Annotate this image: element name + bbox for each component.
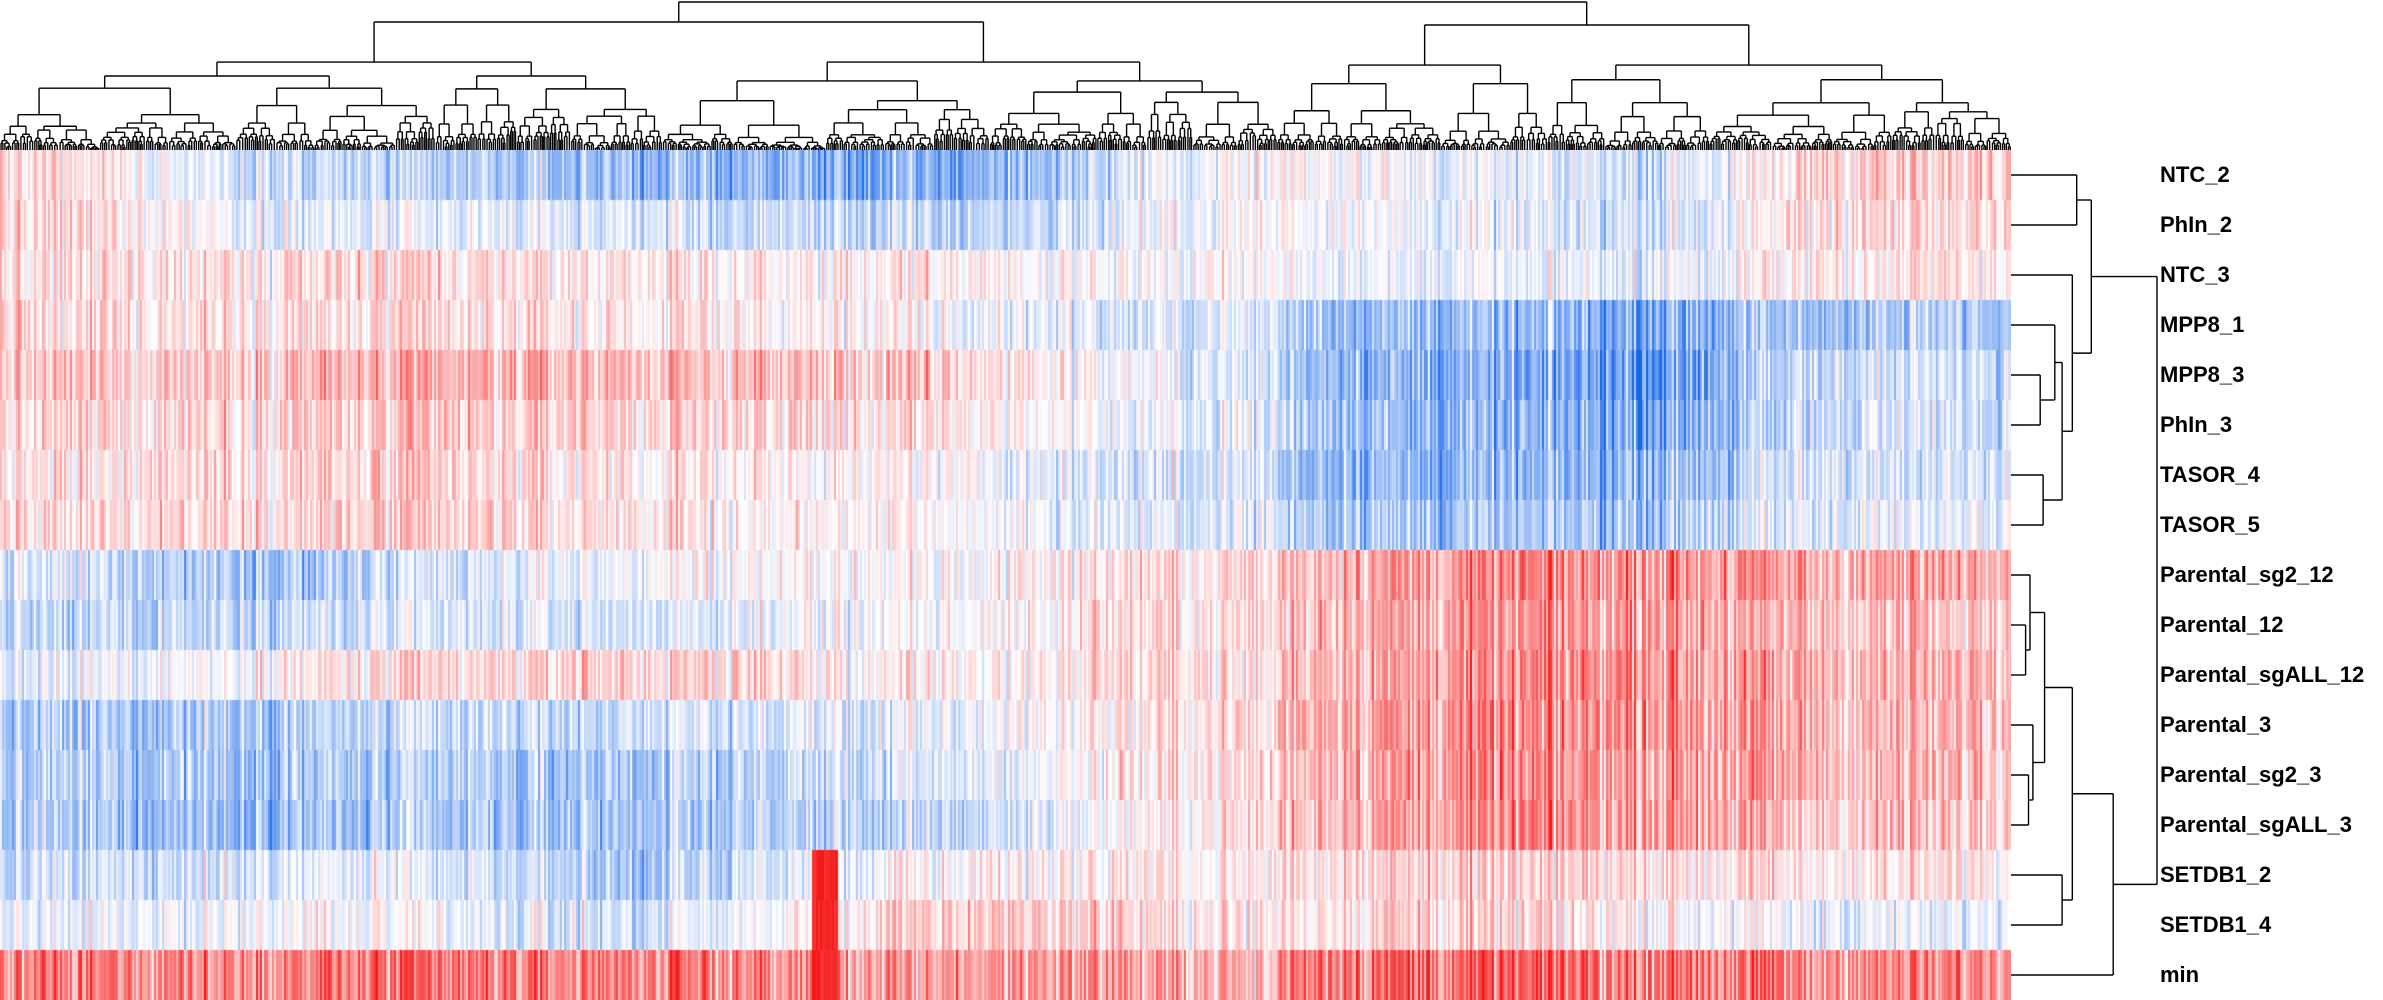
row-label: Parental_sg2_3	[2160, 762, 2322, 787]
row-dendrogram	[2011, 174, 2158, 976]
row-label: MPP8_1	[2160, 312, 2245, 337]
row-label: TASOR_5	[2160, 512, 2260, 537]
row-label: Parental_3	[2160, 712, 2272, 737]
heatmap-grid	[0, 150, 2011, 1000]
row-label: TASOR_4	[2160, 462, 2260, 487]
row-label-list: NTC_2 PhIn_2 NTC_3 MPP8_1 MPP8_3 PhIn_3 TASOR_…	[2160, 150, 2383, 1000]
row-label: MPP8_3	[2160, 362, 2245, 387]
row-label: NTC_2	[2160, 162, 2230, 187]
column-dendrogram	[0, 1, 2011, 150]
row-label: Parental_sg2_12	[2160, 562, 2334, 587]
row-label: SETDB1_4	[2160, 912, 2272, 937]
row-label: SETDB1_2	[2160, 862, 2272, 887]
row-label: Parental_12	[2160, 612, 2284, 637]
row-label: Parental_sgALL_3	[2160, 812, 2352, 837]
row-label: PhIn_2	[2160, 212, 2233, 237]
row-label: NTC_3	[2160, 262, 2230, 287]
row-label: PhIn_3	[2160, 412, 2233, 437]
row-label: min	[2160, 962, 2200, 987]
row-label: Parental_sgALL_12	[2160, 662, 2365, 687]
